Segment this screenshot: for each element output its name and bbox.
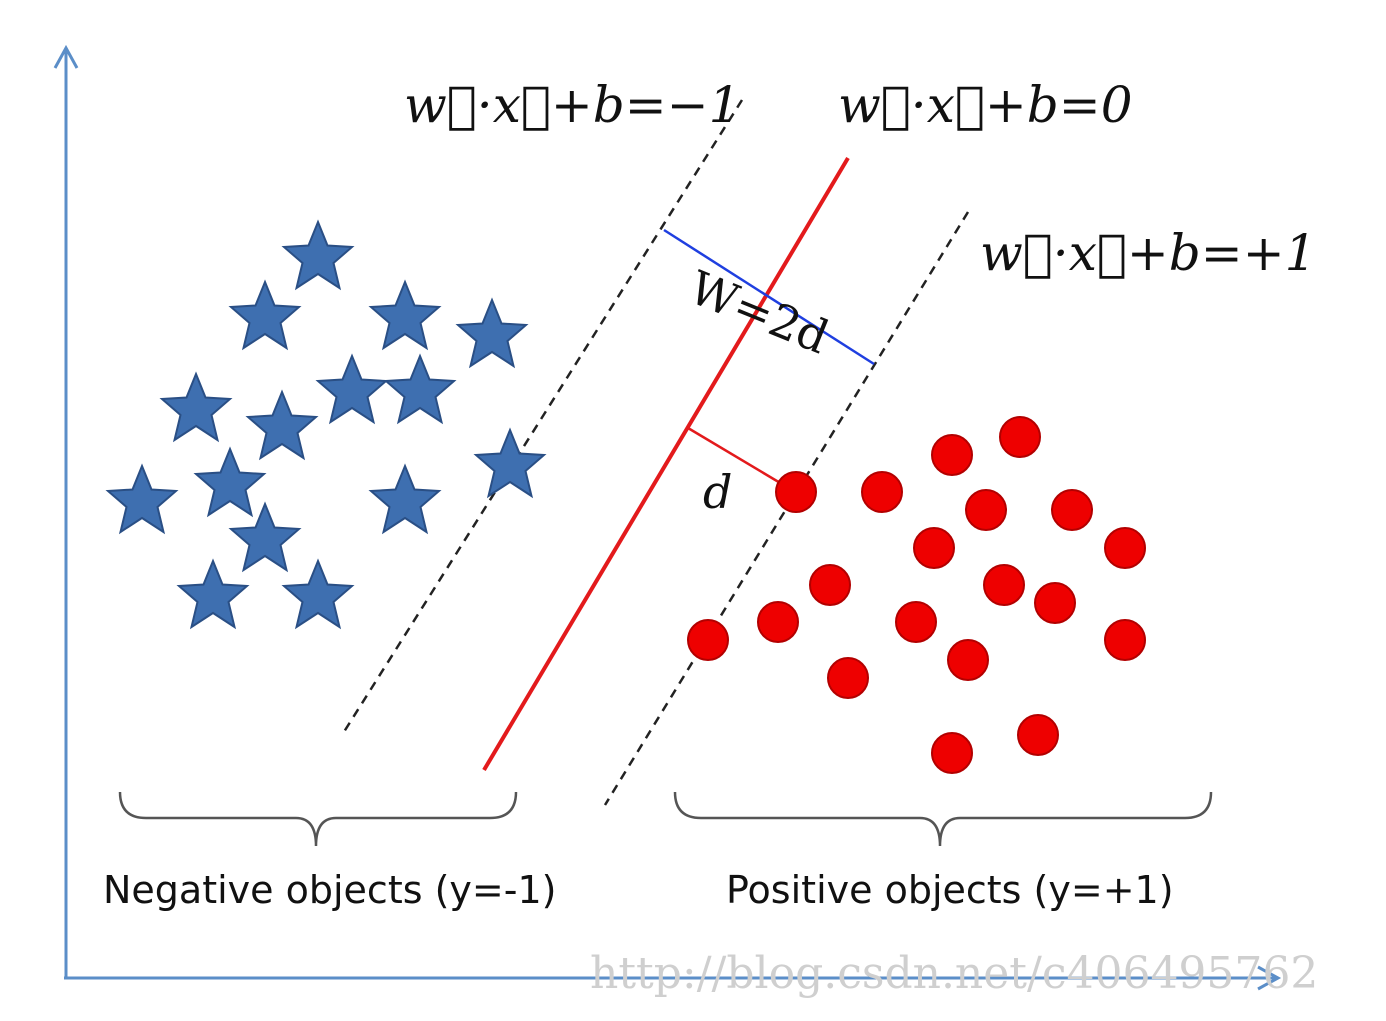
star-icon [370,465,440,533]
positive-dots [687,416,1146,774]
dot-icon [1017,714,1059,756]
star-icon [195,448,265,516]
star-icon [385,355,455,423]
dot-icon [965,489,1007,531]
positive-group-label: Positive objects (y=+1) [726,868,1174,912]
negative-brace [118,791,518,847]
dot-icon [999,416,1041,458]
dot-icon [931,434,973,476]
margin-width-label: W=2d [682,260,836,364]
star-icon [283,221,353,289]
star-icon [107,465,177,533]
dot-icon [1051,489,1093,531]
star-icon [247,391,317,459]
half-margin-label: d [703,465,732,519]
hyperplane-equation: w⃗·x⃗+b=0 [838,76,1133,134]
dot-icon [757,601,799,643]
star-icon [161,373,231,441]
dot-icon [947,639,989,681]
star-icon [457,299,527,367]
axes [53,44,1282,991]
star-icon [178,560,248,628]
dot-icon [827,657,869,699]
watermark: http://blog.csdn.net/c406495762 [590,948,1318,999]
lower-margin-equation: w⃗·x⃗+b=−1 [404,76,740,134]
dot-icon [809,564,851,606]
star-icon [230,281,300,349]
dot-icon [687,619,729,661]
dot-icon [861,471,903,513]
half-margin-line [687,426,793,492]
x-axis-arrowhead [1257,965,1282,991]
star-icon [230,503,300,571]
dot-icon [1104,527,1146,569]
negative-stars [107,221,545,628]
upper-margin-equation: w⃗·x⃗+b=+1 [980,224,1316,282]
margin-width-line [663,228,875,366]
star-icon [475,429,545,497]
dot-icon [913,527,955,569]
star-icon [370,281,440,349]
y-axis-arrowhead [53,44,79,69]
dot-icon [931,732,973,774]
positive-brace [673,791,1213,847]
negative-group-label: Negative objects (y=-1) [103,868,556,912]
star-icon [283,560,353,628]
lower-margin-line [340,99,744,736]
dot-icon [1104,619,1146,661]
dot-icon [1034,582,1076,624]
dot-icon [983,564,1025,606]
star-icon [317,355,387,423]
hyperplane-line [482,156,850,772]
dot-icon [775,471,817,513]
dot-icon [895,601,937,643]
upper-margin-line [603,211,970,806]
